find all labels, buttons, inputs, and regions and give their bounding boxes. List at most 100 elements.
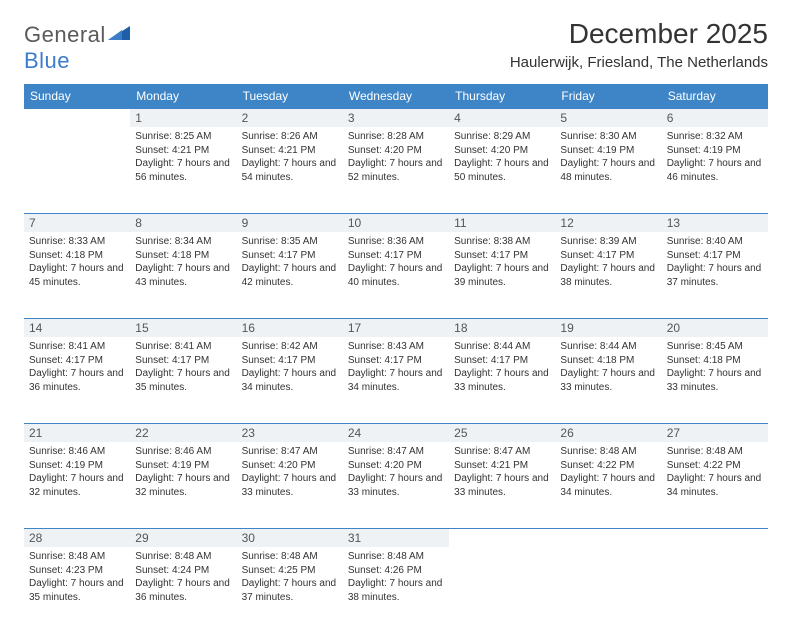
day-number [662, 529, 768, 547]
sunset-text: Sunset: 4:21 PM [135, 144, 231, 158]
day-cell [449, 547, 555, 633]
week-row: Sunrise: 8:25 AMSunset: 4:21 PMDaylight:… [24, 127, 768, 213]
daylight-text: Daylight: 7 hours and 56 minutes. [135, 157, 231, 184]
day-number: 6 [662, 109, 768, 127]
day-cell: Sunrise: 8:29 AMSunset: 4:20 PMDaylight:… [449, 127, 555, 213]
sunrise-text: Sunrise: 8:25 AM [135, 130, 231, 144]
sunrise-text: Sunrise: 8:34 AM [135, 235, 231, 249]
day-number: 5 [555, 109, 661, 127]
sunrise-text: Sunrise: 8:46 AM [29, 445, 125, 459]
day-number: 9 [237, 214, 343, 232]
sunrise-text: Sunrise: 8:48 AM [135, 550, 231, 564]
daylight-text: Daylight: 7 hours and 33 minutes. [454, 472, 550, 499]
logo-triangle-icon [108, 24, 130, 42]
daynum-row: 14151617181920 [24, 318, 768, 337]
sunset-text: Sunset: 4:18 PM [135, 249, 231, 263]
sunset-text: Sunset: 4:18 PM [667, 354, 763, 368]
calendar: Sunday Monday Tuesday Wednesday Thursday… [24, 84, 768, 633]
day-number: 25 [449, 424, 555, 442]
location: Haulerwijk, Friesland, The Netherlands [510, 54, 768, 71]
day-number: 12 [555, 214, 661, 232]
day-cell: Sunrise: 8:47 AMSunset: 4:21 PMDaylight:… [449, 442, 555, 528]
day-cell: Sunrise: 8:38 AMSunset: 4:17 PMDaylight:… [449, 232, 555, 318]
day-cell: Sunrise: 8:41 AMSunset: 4:17 PMDaylight:… [24, 337, 130, 423]
day-cell [662, 547, 768, 633]
day-cell: Sunrise: 8:46 AMSunset: 4:19 PMDaylight:… [24, 442, 130, 528]
sunset-text: Sunset: 4:20 PM [242, 459, 338, 473]
day-header-fri: Friday [555, 84, 661, 108]
day-number: 23 [237, 424, 343, 442]
sunrise-text: Sunrise: 8:29 AM [454, 130, 550, 144]
sunset-text: Sunset: 4:21 PM [242, 144, 338, 158]
day-cell: Sunrise: 8:41 AMSunset: 4:17 PMDaylight:… [130, 337, 236, 423]
daylight-text: Daylight: 7 hours and 38 minutes. [348, 577, 444, 604]
sunrise-text: Sunrise: 8:39 AM [560, 235, 656, 249]
daylight-text: Daylight: 7 hours and 34 minutes. [560, 472, 656, 499]
sunrise-text: Sunrise: 8:47 AM [454, 445, 550, 459]
day-cell: Sunrise: 8:48 AMSunset: 4:23 PMDaylight:… [24, 547, 130, 633]
day-number: 13 [662, 214, 768, 232]
sunset-text: Sunset: 4:18 PM [560, 354, 656, 368]
day-number: 17 [343, 319, 449, 337]
sunset-text: Sunset: 4:20 PM [348, 459, 444, 473]
day-number: 1 [130, 109, 236, 127]
daynum-row: 78910111213 [24, 213, 768, 232]
day-cell: Sunrise: 8:47 AMSunset: 4:20 PMDaylight:… [343, 442, 449, 528]
sunset-text: Sunset: 4:24 PM [135, 564, 231, 578]
daylight-text: Daylight: 7 hours and 37 minutes. [242, 577, 338, 604]
sunset-text: Sunset: 4:17 PM [242, 354, 338, 368]
day-cell: Sunrise: 8:28 AMSunset: 4:20 PMDaylight:… [343, 127, 449, 213]
day-number: 16 [237, 319, 343, 337]
day-cell: Sunrise: 8:44 AMSunset: 4:17 PMDaylight:… [449, 337, 555, 423]
week-row: Sunrise: 8:41 AM Sunset: 4:17 PM Daylight:… [24, 337, 768, 423]
sunrise-text: Sunrise: 8:40 AM [667, 235, 763, 249]
daylight-text: Daylight: 7 hours and 40 minutes. [348, 262, 444, 289]
week-row: Sunrise: 8:33 AMSunset: 4:18 PMDaylight:… [24, 232, 768, 318]
day-number: 8 [130, 214, 236, 232]
day-header-mon: Monday [130, 84, 236, 108]
day-number: 11 [449, 214, 555, 232]
daylight-text: Daylight: 7 hours and 33 minutes. [242, 472, 338, 499]
day-cell: Sunrise: 8:30 AMSunset: 4:19 PMDaylight:… [555, 127, 661, 213]
daylight-text: Daylight: 7 hours and 32 minutes. [29, 472, 125, 499]
day-cell: Sunrise: 8:48 AMSunset: 4:24 PMDaylight:… [130, 547, 236, 633]
daynum-row: 123456 [24, 108, 768, 127]
day-header-sat: Saturday [662, 84, 768, 108]
daylight-text: Daylight: 7 hours and 33 minutes. [454, 367, 550, 394]
sunrise-text: Sunrise: 8:42 AM [242, 340, 338, 354]
day-number [449, 529, 555, 547]
sunset-text: Sunset: 4:19 PM [29, 459, 125, 473]
sunrise-text: Sunrise: 8:43 AM [348, 340, 444, 354]
sunrise-text: Sunrise: 8:48 AM [667, 445, 763, 459]
daylight-text: Daylight: 7 hours and 38 minutes. [560, 262, 656, 289]
sunset-text: Sunset: 4:22 PM [560, 459, 656, 473]
week-row: Sunrise: 8:46 AMSunset: 4:19 PMDaylight:… [24, 442, 768, 528]
sunset-text: Sunset: 4:17 PM [560, 249, 656, 263]
day-number: 21 [24, 424, 130, 442]
sunset-text: Sunset: 4:20 PM [348, 144, 444, 158]
day-cell: Sunrise: 8:42 AMSunset: 4:17 PMDaylight:… [237, 337, 343, 423]
sunset-text: Sunset: 4:17 PM [348, 249, 444, 263]
daylight-text: Daylight: 7 hours and 34 minutes. [667, 472, 763, 499]
day-number: 19 [555, 319, 661, 337]
sunset-text: Sunset: 4:19 PM [135, 459, 231, 473]
sunset-text: Sunset: 4:23 PM [29, 564, 125, 578]
day-cell: Sunrise: 8:43 AMSunset: 4:17 PMDaylight:… [343, 337, 449, 423]
logo: General Blue [24, 22, 130, 74]
day-cell: Sunrise: 8:45 AMSunset: 4:18 PMDaylight:… [662, 337, 768, 423]
day-cell: Sunrise: 8:40 AMSunset: 4:17 PMDaylight:… [662, 232, 768, 318]
daylight-text: Daylight: 7 hours and 32 minutes. [135, 472, 231, 499]
sunset-text: Sunset: 4:17 PM [135, 354, 231, 368]
day-header-sun: Sunday [24, 84, 130, 108]
day-cell: Sunrise: 8:25 AMSunset: 4:21 PMDaylight:… [130, 127, 236, 213]
sunrise-text: Sunrise: 8:48 AM [560, 445, 656, 459]
day-header-wed: Wednesday [343, 84, 449, 108]
sunset-text: Sunset: 4:21 PM [454, 459, 550, 473]
sunrise-text: Sunrise: 8:41 AM [29, 340, 125, 354]
month-title: December 2025 [510, 18, 768, 50]
week-row: Sunrise: 8:48 AM Sunset: 4:23 PM Daylight:… [24, 547, 768, 633]
day-cell: Sunrise: 8:36 AMSunset: 4:17 PMDaylight:… [343, 232, 449, 318]
sunrise-text: Sunrise: 8:48 AM [242, 550, 338, 564]
day-number: 28 [24, 529, 130, 547]
sunrise-text: Sunrise: 8:36 AM [348, 235, 444, 249]
